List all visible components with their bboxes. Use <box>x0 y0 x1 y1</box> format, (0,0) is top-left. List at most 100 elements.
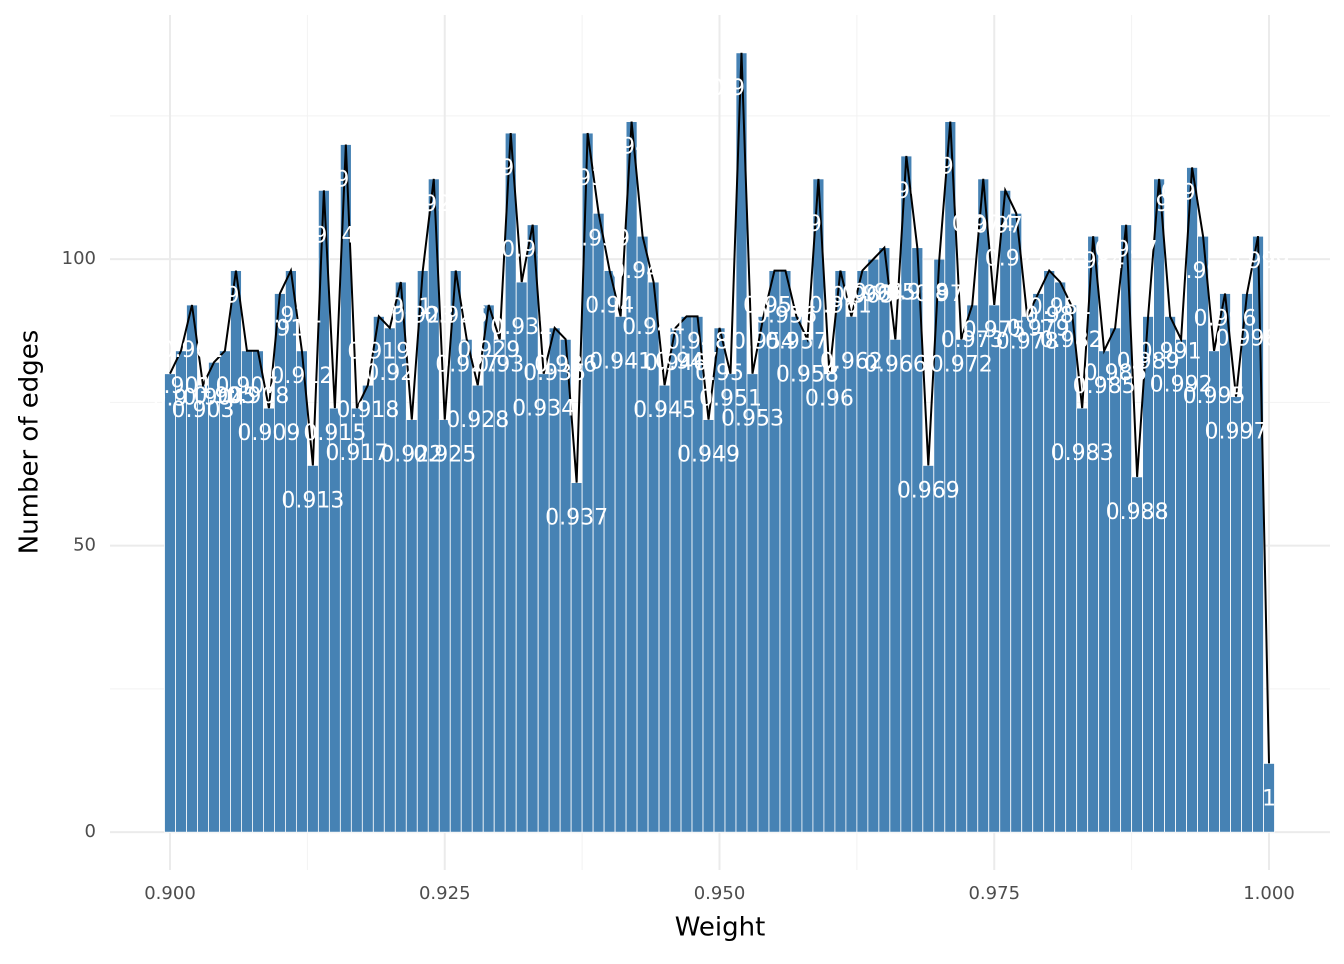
bar-label: 0.904 <box>182 385 245 410</box>
bar-label: 0.962 <box>820 349 883 374</box>
bar-label: 0.919 <box>347 339 410 364</box>
bar <box>350 407 363 833</box>
bar <box>878 247 891 833</box>
bar <box>614 316 627 833</box>
bar-label: 0.983 <box>1051 441 1114 466</box>
trend-line <box>169 52 1271 764</box>
bar-label: 0.972 <box>930 352 993 377</box>
bar-label: 0.941 <box>589 349 652 374</box>
bar <box>263 407 275 833</box>
bar-label: 0.926 <box>424 304 487 329</box>
bar <box>1010 212 1023 833</box>
bar-label: 0.916 <box>314 168 377 193</box>
bar-label: 0.945 <box>633 398 696 423</box>
bar-label: 0.923 <box>391 304 454 329</box>
bar <box>372 316 385 833</box>
bar-label: 0.949 <box>677 443 740 468</box>
bar-label: 0.979 <box>1007 317 1070 342</box>
bar-label: 0.927 <box>435 352 498 377</box>
bar <box>537 373 550 833</box>
bar <box>955 338 968 833</box>
bar-label: 0.918 <box>336 398 399 423</box>
bar <box>812 178 825 833</box>
bar-label: 0.901 <box>150 374 213 399</box>
bar <box>1043 270 1056 833</box>
x-tick-label: 1.000 <box>1243 883 1295 904</box>
bar-label: 0.909 <box>237 421 300 446</box>
bar <box>208 361 220 833</box>
bar-label: 0.99 <box>1135 192 1184 217</box>
bar-label: 0.984 <box>1062 249 1125 274</box>
bar <box>680 316 693 833</box>
bar-label: 0.912 <box>270 364 333 389</box>
bar <box>702 419 715 833</box>
bar-label: 0.925 <box>413 443 476 468</box>
bar-label: 0.931 <box>479 156 542 181</box>
bar-label: 0.963 <box>831 284 894 309</box>
bar <box>328 407 341 833</box>
bar-label: 0.902 <box>160 338 223 363</box>
bar <box>482 304 495 833</box>
bar-label: 0.952 <box>710 76 773 101</box>
bar <box>1131 476 1144 833</box>
bar <box>416 270 429 833</box>
bar <box>164 373 176 833</box>
bar <box>779 270 792 833</box>
bar-label: 0.995 <box>1183 384 1246 409</box>
bar-label: 0.978 <box>996 329 1059 354</box>
bar-label: 0.96 <box>805 387 854 412</box>
bar <box>438 419 451 833</box>
bar-label: 0.992 <box>1150 372 1213 397</box>
bar-label: 0.921 <box>369 295 432 320</box>
bar-label: 0.958 <box>776 362 839 387</box>
bar-label: 0.959 <box>787 212 850 237</box>
bar-label: 0.999 <box>1227 249 1290 274</box>
bar <box>977 178 990 833</box>
bar <box>790 316 803 833</box>
bar <box>1032 293 1045 833</box>
bar-label: 0.943 <box>611 259 674 284</box>
bar-label: 0.928 <box>446 408 509 433</box>
bar <box>889 338 902 833</box>
bar-label: 0.989 <box>1117 349 1180 374</box>
bar-label: 0.969 <box>897 478 960 503</box>
y-tick-label: 100 <box>62 248 96 269</box>
bar <box>658 384 671 833</box>
bar-label: 0.917 <box>325 441 388 466</box>
bar <box>1054 281 1067 833</box>
bar-label: 0.939 <box>567 226 630 251</box>
bar-label: 0.946 <box>644 351 707 376</box>
y-axis-title: Number of edges <box>15 330 45 555</box>
bar-label: 1 <box>1262 786 1276 811</box>
bar <box>922 465 935 833</box>
bar-label: 0.933 <box>501 238 564 263</box>
bar-label: 0.986 <box>1084 361 1147 386</box>
bar <box>1241 293 1253 833</box>
bar-label: 0.993 <box>1161 180 1224 205</box>
bar-label: 0.914 <box>292 223 355 248</box>
bar-label: 0.938 <box>556 166 619 191</box>
bar <box>999 189 1012 833</box>
bar-label: 0.906 <box>204 284 267 309</box>
bar-label: 0.911 <box>259 304 322 329</box>
bar-label: 0.956 <box>754 304 817 329</box>
bar-label: 0.922 <box>380 443 443 468</box>
bar-label: 0.942 <box>600 135 663 160</box>
bar-label: 0.988 <box>1106 500 1169 525</box>
bar-label: 0.965 <box>853 281 916 306</box>
bar-label: 0.967 <box>875 179 938 204</box>
bar-label: 0.936 <box>534 352 597 377</box>
bar-label: 0.937 <box>545 506 608 531</box>
bar <box>1175 338 1187 833</box>
bar <box>801 338 814 833</box>
bar-label: 0.973 <box>941 328 1004 353</box>
bar-label: 0.924 <box>402 192 465 217</box>
bar-label: 0.985 <box>1073 374 1136 399</box>
bar <box>1076 407 1089 833</box>
bar-label: 0.997 <box>1205 420 1268 445</box>
bar <box>746 373 759 833</box>
bar <box>1021 316 1034 833</box>
bar <box>405 419 418 833</box>
bar-label: 0.908 <box>226 384 289 409</box>
bar-label: 0.982 <box>1040 328 1103 353</box>
